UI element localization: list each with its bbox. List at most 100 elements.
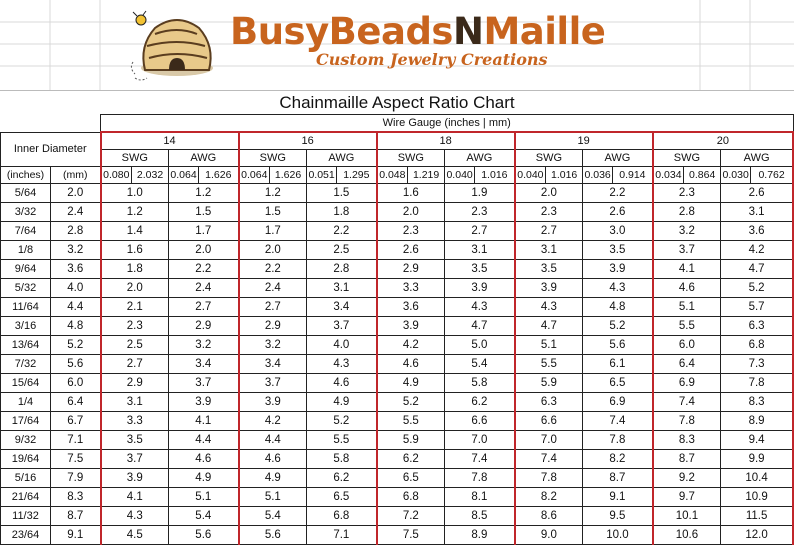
aspect-ratio-swg: 2.3 [99,316,170,336]
inner-diameter-mm: 4.8 [50,316,102,336]
aspect-ratio-swg: 4.6 [651,278,722,298]
aspect-ratio-awg: 8.9 [720,411,794,431]
aspect-ratio-awg: 1.8 [306,202,378,222]
aspect-ratio-awg: 1.5 [168,202,240,222]
aspect-ratio-awg: 5.2 [306,411,378,431]
aspect-ratio-swg: 5.9 [513,373,584,393]
aspect-ratio-awg: 2.9 [168,316,240,336]
aspect-ratio-awg: 7.0 [444,430,516,450]
inner-diameter-mm: 5.6 [50,354,102,374]
aspect-ratio-swg: 5.9 [375,430,446,450]
aspect-ratio-awg: 2.6 [582,202,654,222]
aspect-ratio-awg: 5.4 [444,354,516,374]
aspect-ratio-awg: 3.1 [444,240,516,260]
aspect-ratio-swg: 4.1 [651,259,722,279]
aspect-ratio-swg: 7.4 [513,449,584,469]
awg-header: AWG [444,149,516,167]
aspect-ratio-swg: 2.9 [375,259,446,279]
aspect-ratio-awg: 3.1 [720,202,794,222]
aspect-ratio-swg: 2.1 [99,297,170,317]
awg-header: AWG [720,149,794,167]
swg-mm: 0.864 [683,166,722,184]
aspect-ratio-awg: 2.5 [306,240,378,260]
gauge-header-16: 16 [237,131,378,150]
table-row: 7/64 2.8 1.4 1.7 1.7 2.2 2.3 2.7 2.7 3.0 3.2 3.6 [0,221,794,241]
aspect-ratio-awg: 5.6 [582,335,654,355]
aspect-ratio-swg: 4.2 [375,335,446,355]
unit-inches-header: (inches) [0,166,52,184]
aspect-ratio-swg: 5.5 [651,316,722,336]
aspect-ratio-swg: 6.9 [651,373,722,393]
aspect-ratio-awg: 6.2 [306,468,378,488]
aspect-ratio-swg: 8.3 [651,430,722,450]
aspect-ratio-awg: 7.8 [444,468,516,488]
aspect-ratio-swg: 10.6 [651,525,722,545]
inner-diameter-inches: 15/64 [0,373,52,393]
swg-header: SWG [375,149,446,167]
aspect-ratio-awg: 9.9 [720,449,794,469]
aspect-ratio-swg: 6.3 [513,392,584,412]
aspect-ratio-awg: 4.6 [168,449,240,469]
aspect-ratio-swg: 4.5 [99,525,170,545]
aspect-ratio-swg: 4.6 [375,354,446,374]
inner-diameter-inches: 9/64 [0,259,52,279]
aspect-ratio-awg: 1.5 [306,183,378,203]
aspect-ratio-swg: 4.3 [99,506,170,526]
inner-diameter-mm: 7.5 [50,449,102,469]
inner-diameter-inches: 11/64 [0,297,52,317]
gauge-header-20: 20 [651,131,794,150]
aspect-ratio-swg: 1.0 [99,183,170,203]
inner-diameter-inches: 17/64 [0,411,52,431]
aspect-ratio-awg: 6.8 [306,506,378,526]
table-row: 3/32 2.4 1.2 1.5 1.5 1.8 2.0 2.3 2.3 2.6 2.8 3.1 [0,202,794,222]
aspect-ratio-swg: 5.2 [375,392,446,412]
inner-diameter-mm: 2.0 [50,183,102,203]
aspect-ratio-awg: 12.0 [720,525,794,545]
aspect-ratio-swg: 3.1 [513,240,584,260]
aspect-ratio-awg: 9.5 [582,506,654,526]
inner-diameter-mm: 2.8 [50,221,102,241]
inner-diameter-inches: 7/64 [0,221,52,241]
aspect-ratio-awg: 5.0 [444,335,516,355]
aspect-ratio-swg: 3.1 [99,392,170,412]
inner-diameter-mm: 4.0 [50,278,102,298]
swg-header: SWG [513,149,584,167]
aspect-ratio-swg: 5.4 [237,506,308,526]
aspect-ratio-swg: 4.1 [99,487,170,507]
table-row: 5/64 2.0 1.0 1.2 1.2 1.5 1.6 1.9 2.0 2.2 2.3 2.6 [0,183,794,203]
gauge-header-19: 19 [513,131,654,150]
aspect-ratio-swg: 4.7 [513,316,584,336]
table-row: 5/16 7.9 3.9 4.9 4.9 6.2 6.5 7.8 7.8 8.7 9.2 10.4 [0,468,794,488]
inner-diameter-mm: 6.0 [50,373,102,393]
aspect-ratio-awg: 3.7 [306,316,378,336]
aspect-ratio-swg: 8.7 [651,449,722,469]
aspect-ratio-awg: 3.7 [168,373,240,393]
table-row: 9/32 7.1 3.5 4.4 4.4 5.5 5.9 7.0 7.0 7.8 8.3 9.4 [0,430,794,450]
inner-diameter-inches: 1/8 [0,240,52,260]
aspect-ratio-awg: 2.7 [444,221,516,241]
chart-title: Chainmaille Aspect Ratio Chart [0,90,794,115]
aspect-ratio-swg: 5.1 [651,297,722,317]
aspect-ratio-awg: 2.2 [582,183,654,203]
aspect-ratio-awg: 8.2 [582,449,654,469]
aspect-ratio-swg: 3.9 [513,278,584,298]
aspect-ratio-awg: 1.2 [168,183,240,203]
aspect-ratio-swg: 4.3 [513,297,584,317]
inner-diameter-mm: 8.7 [50,506,102,526]
aspect-ratio-swg: 6.6 [513,411,584,431]
inner-diameter-inches: 1/4 [0,392,52,412]
awg-header: AWG [582,149,654,167]
aspect-ratio-awg: 4.9 [168,468,240,488]
aspect-ratio-awg: 2.4 [168,278,240,298]
inner-diameter-inches: 5/64 [0,183,52,203]
inner-diameter-inches: 3/16 [0,316,52,336]
aspect-ratio-swg: 1.6 [99,240,170,260]
inner-diameter-inches: 7/32 [0,354,52,374]
aspect-ratio-swg: 1.6 [375,183,446,203]
aspect-ratio-swg: 7.4 [651,392,722,412]
aspect-ratio-table: Wire Gauge (inches | mm) Inner Diameter … [0,114,794,545]
aspect-ratio-awg: 6.5 [582,373,654,393]
aspect-ratio-swg: 4.9 [375,373,446,393]
inner-diameter-mm: 7.1 [50,430,102,450]
aspect-ratio-swg: 2.8 [651,202,722,222]
